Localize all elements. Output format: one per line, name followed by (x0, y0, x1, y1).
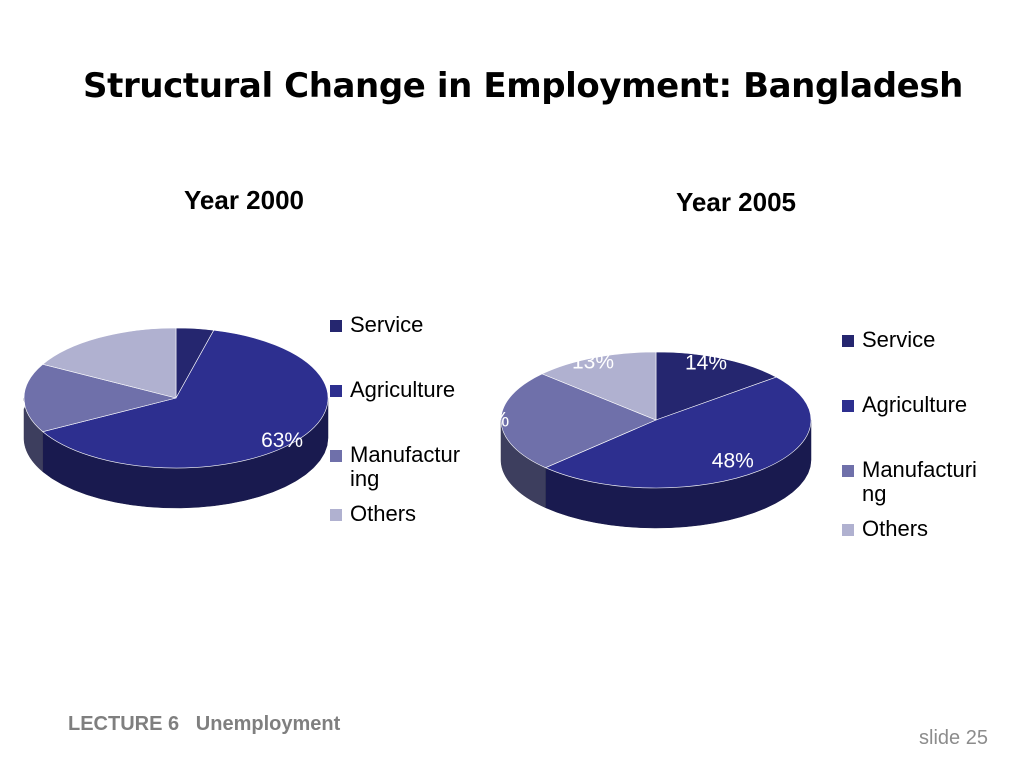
pie-slice-manufacturing (23, 363, 177, 433)
legend-label-manufacturing: Manufactur ing (350, 442, 461, 491)
chart-title-2005: Year 2005 (676, 187, 797, 217)
footer-topic: Unemployment (195, 713, 341, 735)
chart-title-2000: Year 2000 (184, 185, 305, 215)
legend-item-service: Service (842, 328, 998, 352)
legend-swatch-service (330, 320, 342, 332)
legend-label-others: Others (862, 516, 929, 541)
pie-label-agriculture: 48% (712, 449, 754, 472)
footer-lecture: LECTURE 6 Unemployment (68, 713, 340, 736)
pie-slice-agriculture (544, 376, 812, 489)
legend-swatch-manufacturing (330, 450, 342, 462)
pie-slice-service (655, 351, 778, 421)
legend-label-service: Service (862, 327, 936, 352)
slide-number: slide 25 (919, 727, 988, 749)
legend-swatch-manufacturing (842, 465, 854, 477)
footer-course: LECTURE 6 (68, 713, 180, 735)
legend-label-service: Service (350, 312, 424, 337)
pie-slice-agriculture (42, 329, 329, 469)
pie-slice-others (42, 327, 177, 399)
legend-item-manufacturing: Manufactur ing (330, 443, 482, 491)
pie-tops-2000 (23, 327, 329, 469)
legend-2005: Service Agriculture Manufacturi ng Other… (842, 328, 998, 541)
legend-swatch-agriculture (330, 385, 342, 397)
legend-2000: Service Agriculture Manufactur ing Other… (330, 313, 482, 526)
legend-label-agriculture: Agriculture (862, 392, 968, 417)
pie-labels-2000: 4% 63% 16% 17% (0, 268, 303, 452)
pie-labels-2005: 14% 48% 24% 13% (467, 350, 754, 472)
legend-swatch-others (842, 524, 854, 536)
pie-label-others: 13% (572, 350, 614, 373)
legend-item-others: Others (330, 502, 482, 526)
legend-swatch-others (330, 509, 342, 521)
pie-slice-others (541, 351, 657, 421)
slide-title: Structural Change in Employment: Banglad… (83, 66, 963, 106)
legend-item-agriculture: Agriculture (842, 393, 998, 417)
legend-item-agriculture: Agriculture (330, 378, 482, 402)
legend-label-others: Others (350, 501, 417, 526)
legend-swatch-agriculture (842, 400, 854, 412)
legend-item-manufacturing: Manufacturi ng (842, 458, 998, 506)
legend-label-agriculture: Agriculture (350, 377, 456, 402)
pie-label-service: 14% (685, 352, 727, 375)
legend-label-manufacturing: Manufacturi ng (862, 457, 977, 506)
legend-swatch-service (842, 335, 854, 347)
pie-slice-manufacturing (500, 373, 657, 469)
pie-label-manufacturing: 24% (467, 408, 509, 431)
pie-label-agriculture: 63% (261, 429, 303, 452)
legend-item-service: Service (330, 313, 482, 337)
pie-tops-2005 (500, 351, 812, 489)
pie-label-manufacturing: 16% (0, 392, 26, 415)
legend-item-others: Others (842, 517, 998, 541)
pie-label-others: 17% (75, 313, 117, 336)
pie-label-service: 4% (178, 268, 208, 291)
